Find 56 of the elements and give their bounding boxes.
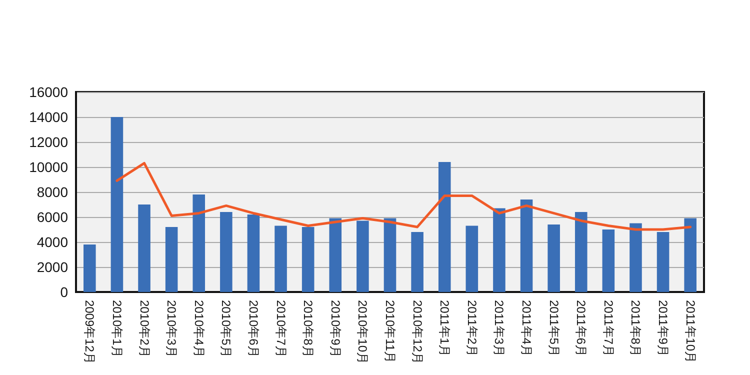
bar <box>329 218 342 292</box>
y-tick-label: 4000 <box>36 234 68 250</box>
bar <box>302 226 314 292</box>
bar <box>165 226 178 292</box>
bar <box>602 229 615 292</box>
x-tick-label: 2010年4月 <box>192 300 206 358</box>
bar <box>247 214 260 292</box>
y-tick-label: 16000 <box>29 84 68 100</box>
bar <box>356 220 369 292</box>
y-tick-label: 14000 <box>29 108 68 125</box>
bar <box>630 223 642 292</box>
y-tick-label: 10000 <box>29 158 68 175</box>
y-tick-label: 6000 <box>36 208 68 225</box>
y-tick-label: 12000 <box>29 134 68 150</box>
x-tick-label: 2011年9月 <box>656 300 670 356</box>
bar <box>411 232 424 292</box>
x-tick-label: 2010年3月 <box>164 300 179 358</box>
x-tick-label: 2010年7月 <box>274 300 288 358</box>
bar <box>138 204 150 292</box>
x-tick-label: 2010年10月 <box>356 300 370 364</box>
x-tick-label: 2011年5月 <box>546 300 561 356</box>
bar <box>438 162 451 292</box>
y-tick-label: 8000 <box>36 184 68 200</box>
bar <box>220 212 232 292</box>
y-tick-label: 2000 <box>36 258 68 275</box>
bar <box>110 116 124 292</box>
bar <box>574 212 588 292</box>
bar <box>384 218 396 292</box>
x-tick-label: 2010年2月 <box>137 300 152 358</box>
x-tick-label: 2010年12月 <box>410 300 424 364</box>
x-tick-label: 2010年11月 <box>383 300 397 364</box>
x-tick-label: 2011年4月 <box>520 300 534 356</box>
x-tick-label: 2011年8月 <box>628 300 643 356</box>
x-tick-label: 2010年9月 <box>328 300 342 358</box>
bar <box>548 224 560 292</box>
y-tick-label: 0 <box>60 284 68 300</box>
x-tick-label: 2011年7月 <box>601 300 616 356</box>
line-series <box>116 162 692 231</box>
bar <box>192 194 206 292</box>
x-tick-label: 2011年3月 <box>492 300 506 356</box>
x-tick-label: 2010年6月 <box>246 300 260 358</box>
bar <box>520 199 533 292</box>
bar <box>684 218 696 292</box>
bar <box>493 208 506 292</box>
x-tick-label: 2010年1月 <box>110 300 124 358</box>
x-tick-label: 2011年2月 <box>464 300 479 356</box>
bar <box>84 244 96 292</box>
x-tick-label: 2009年12月 <box>82 300 97 364</box>
x-tick-label: 2010年5月 <box>219 300 234 358</box>
bar <box>466 226 478 292</box>
bar <box>274 226 287 292</box>
x-tick-label: 2011年1月 <box>438 300 452 356</box>
x-tick-label: 2011年6月 <box>574 300 588 356</box>
bar <box>656 232 670 292</box>
x-tick-label: 2010年8月 <box>301 300 316 358</box>
x-tick-label: 2011年10月 <box>683 300 698 364</box>
